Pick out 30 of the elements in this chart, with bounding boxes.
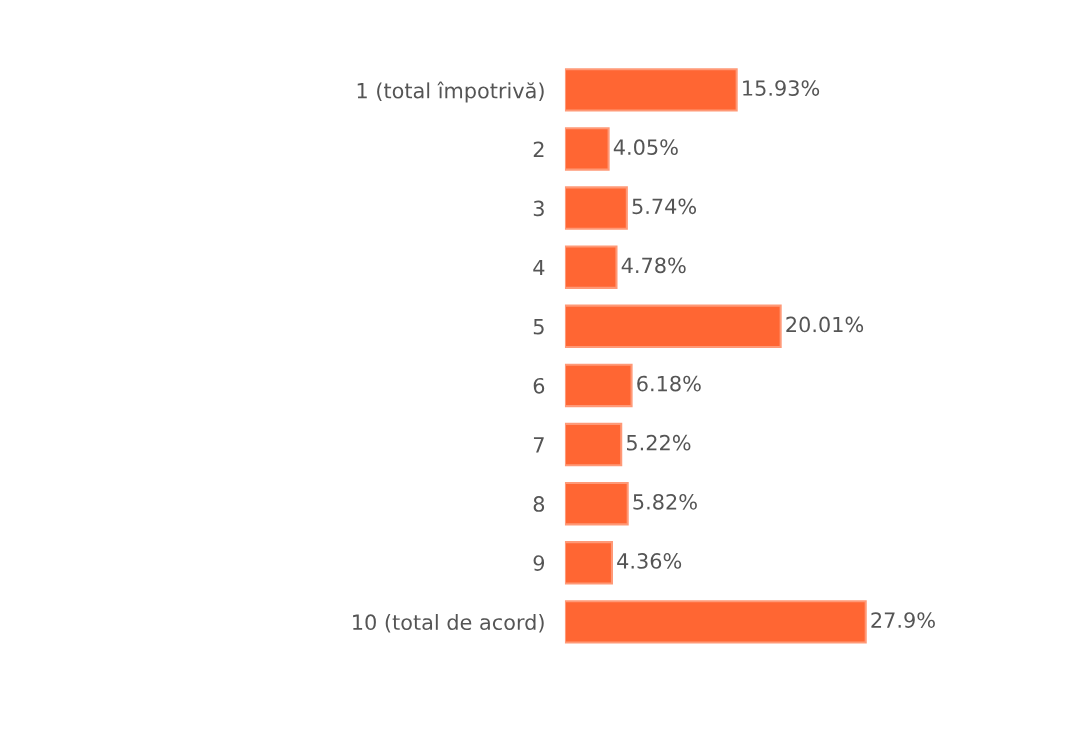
- data-label: 5.22%: [627, 434, 691, 451]
- bar: [564, 541, 613, 585]
- bar: [564, 68, 738, 112]
- y-tick-label: 3: [533, 200, 544, 217]
- data-label: 20.01%: [786, 316, 864, 333]
- y-tick-label: 7: [533, 437, 544, 453]
- data-label: 5.82%: [633, 493, 697, 510]
- data-label: 5.74%: [632, 198, 697, 215]
- bar: [564, 127, 610, 171]
- bar: [564, 422, 623, 467]
- y-tick-label: 8: [533, 496, 545, 512]
- data-label: 6.18%: [637, 375, 701, 392]
- bar: [564, 186, 628, 230]
- data-label: 4.78%: [621, 257, 686, 274]
- bar: [564, 245, 618, 289]
- y-tick-label: 6: [533, 377, 545, 394]
- bar: [564, 481, 629, 526]
- y-tick-label: 4: [533, 259, 545, 276]
- y-tick-label: 9: [533, 555, 545, 571]
- y-tick-label: 10 (total de acord): [353, 613, 544, 633]
- data-label: 4.36%: [617, 553, 682, 569]
- data-label: 27.9%: [871, 612, 935, 628]
- bar: [564, 600, 867, 644]
- data-label: 15.93%: [743, 80, 820, 96]
- y-tick-label: 2: [533, 141, 544, 157]
- y-tick-label: 5: [533, 319, 544, 335]
- y-tick-label: 1 (total împotrivă): [357, 81, 544, 103]
- bar: [564, 363, 633, 408]
- data-label: 4.05%: [613, 139, 678, 156]
- bar: [564, 304, 782, 349]
